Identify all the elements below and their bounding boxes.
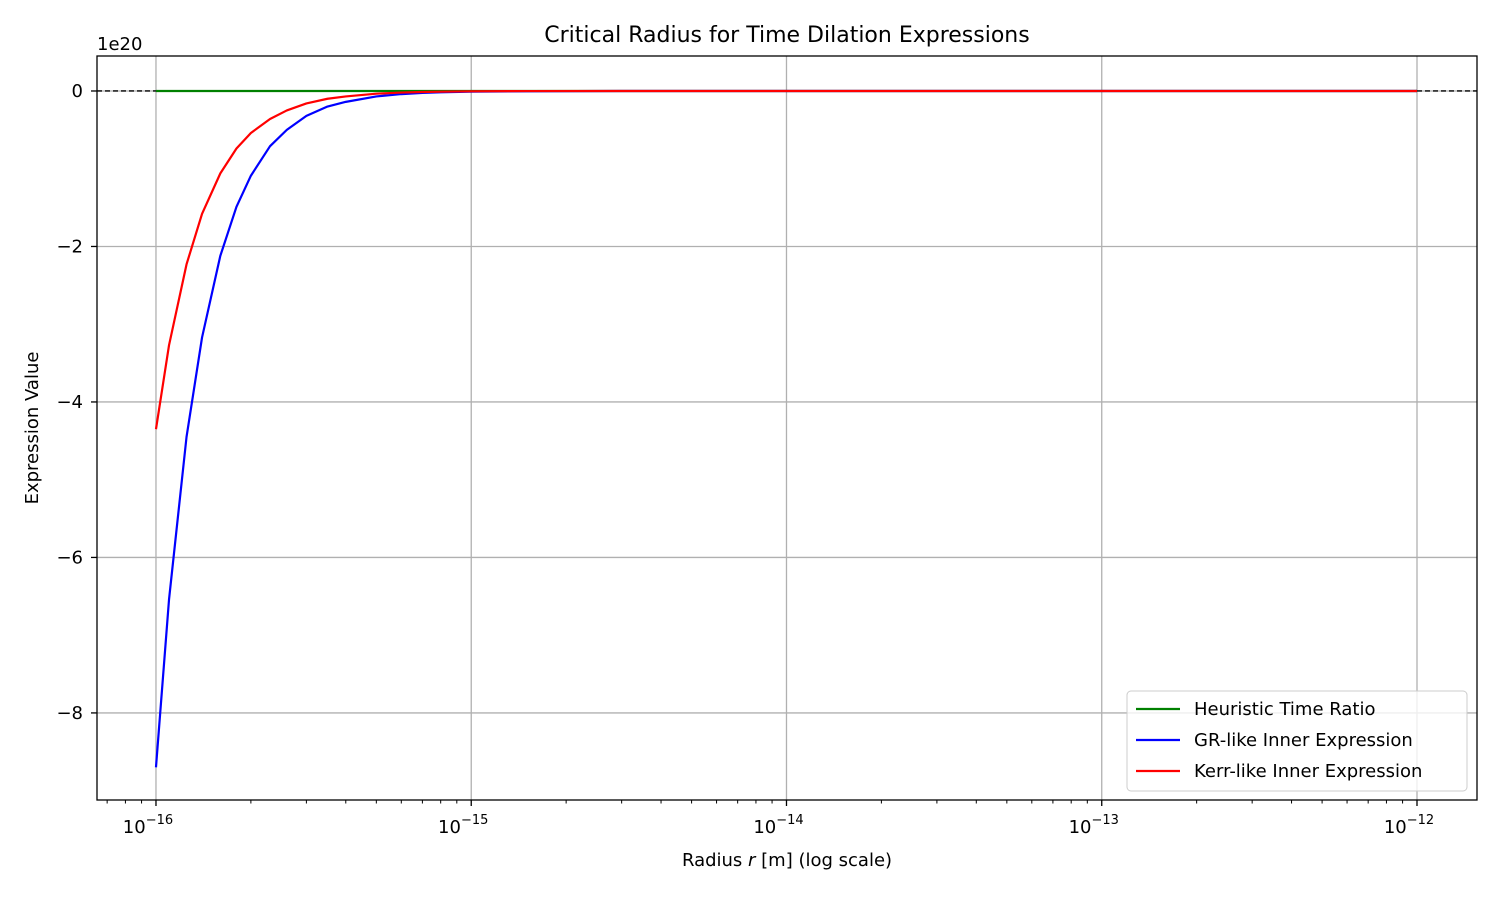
series-lines: [154, 89, 1417, 768]
y-offset-text: 1e20: [97, 34, 142, 55]
legend: Heuristic Time Ratio GR-like Inner Expres…: [1126, 690, 1468, 792]
y-tick-label: 0: [72, 81, 83, 102]
x-tick-label: 10−14: [753, 813, 803, 838]
x-minor-ticks: [106, 800, 1404, 804]
chart-title: Critical Radius for Time Dilation Expres…: [544, 23, 1029, 48]
x-axis-ticks: 10−16 10−15 10−14 10−13 10−12: [123, 800, 1434, 838]
legend-label: GR-like Inner Expression: [1194, 730, 1413, 751]
x-tick-label: 10−16: [123, 813, 173, 838]
y-tick-label: −6: [56, 547, 83, 568]
x-tick-label: 10−13: [1069, 813, 1119, 838]
x-axis-label: Radius r [m] (log scale): [682, 850, 892, 871]
y-tick-label: −2: [56, 236, 83, 257]
y-axis-label: Expression Value: [22, 352, 43, 505]
legend-label: Heuristic Time Ratio: [1194, 699, 1375, 720]
legend-label: Kerr-like Inner Expression: [1194, 761, 1422, 782]
x-tick-label: 10−12: [1384, 813, 1434, 838]
y-tick-label: −4: [56, 392, 83, 413]
y-axis-ticks: 0 −2 −4 −6 −8: [56, 81, 97, 724]
series-line-3: [154, 89, 1417, 430]
y-tick-label: −8: [56, 703, 83, 724]
legend-box: [1126, 690, 1468, 792]
x-tick-label: 10−15: [438, 813, 488, 838]
